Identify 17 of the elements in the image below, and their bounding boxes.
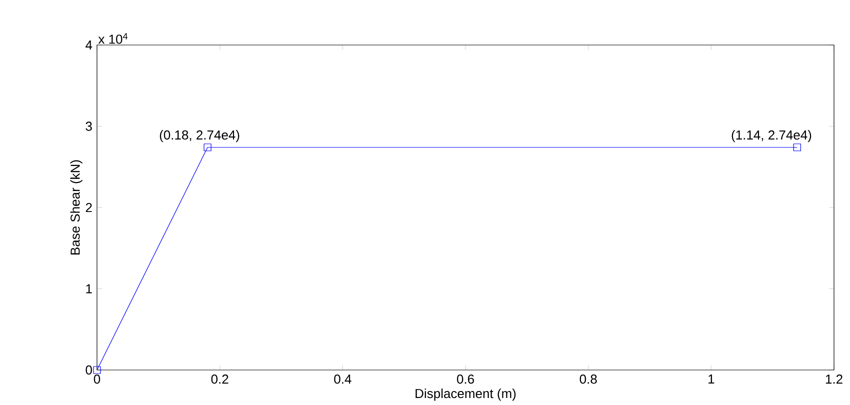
y-tick-label: 3 [86, 122, 92, 131]
x-tick-label: 1 [708, 374, 714, 384]
x-axis-title: Displacement (m) [416, 388, 516, 401]
x-tick-label: 1.2 [826, 374, 842, 384]
y-tick-label: 0 [86, 365, 92, 375]
y-tick-label: 1 [86, 284, 92, 294]
y-axis-title: Base Shear (kN) [70, 160, 82, 254]
x-tick-label: 0 [94, 374, 100, 384]
x-tick-label: 0.2 [211, 374, 228, 384]
x-tick-label: 0.4 [334, 374, 352, 384]
y-tick-label: 2 [86, 202, 92, 212]
y-tick-label: 4 [86, 40, 92, 50]
annotation: (0.18, 2.74e4) [160, 130, 240, 142]
x-tick-label: 0.8 [580, 374, 597, 384]
text: x 10$^{4}$ [98, 33, 128, 44]
annotation: (1.14, 2.74e4) [732, 130, 812, 142]
x-tick-label: 0.6 [456, 374, 474, 384]
